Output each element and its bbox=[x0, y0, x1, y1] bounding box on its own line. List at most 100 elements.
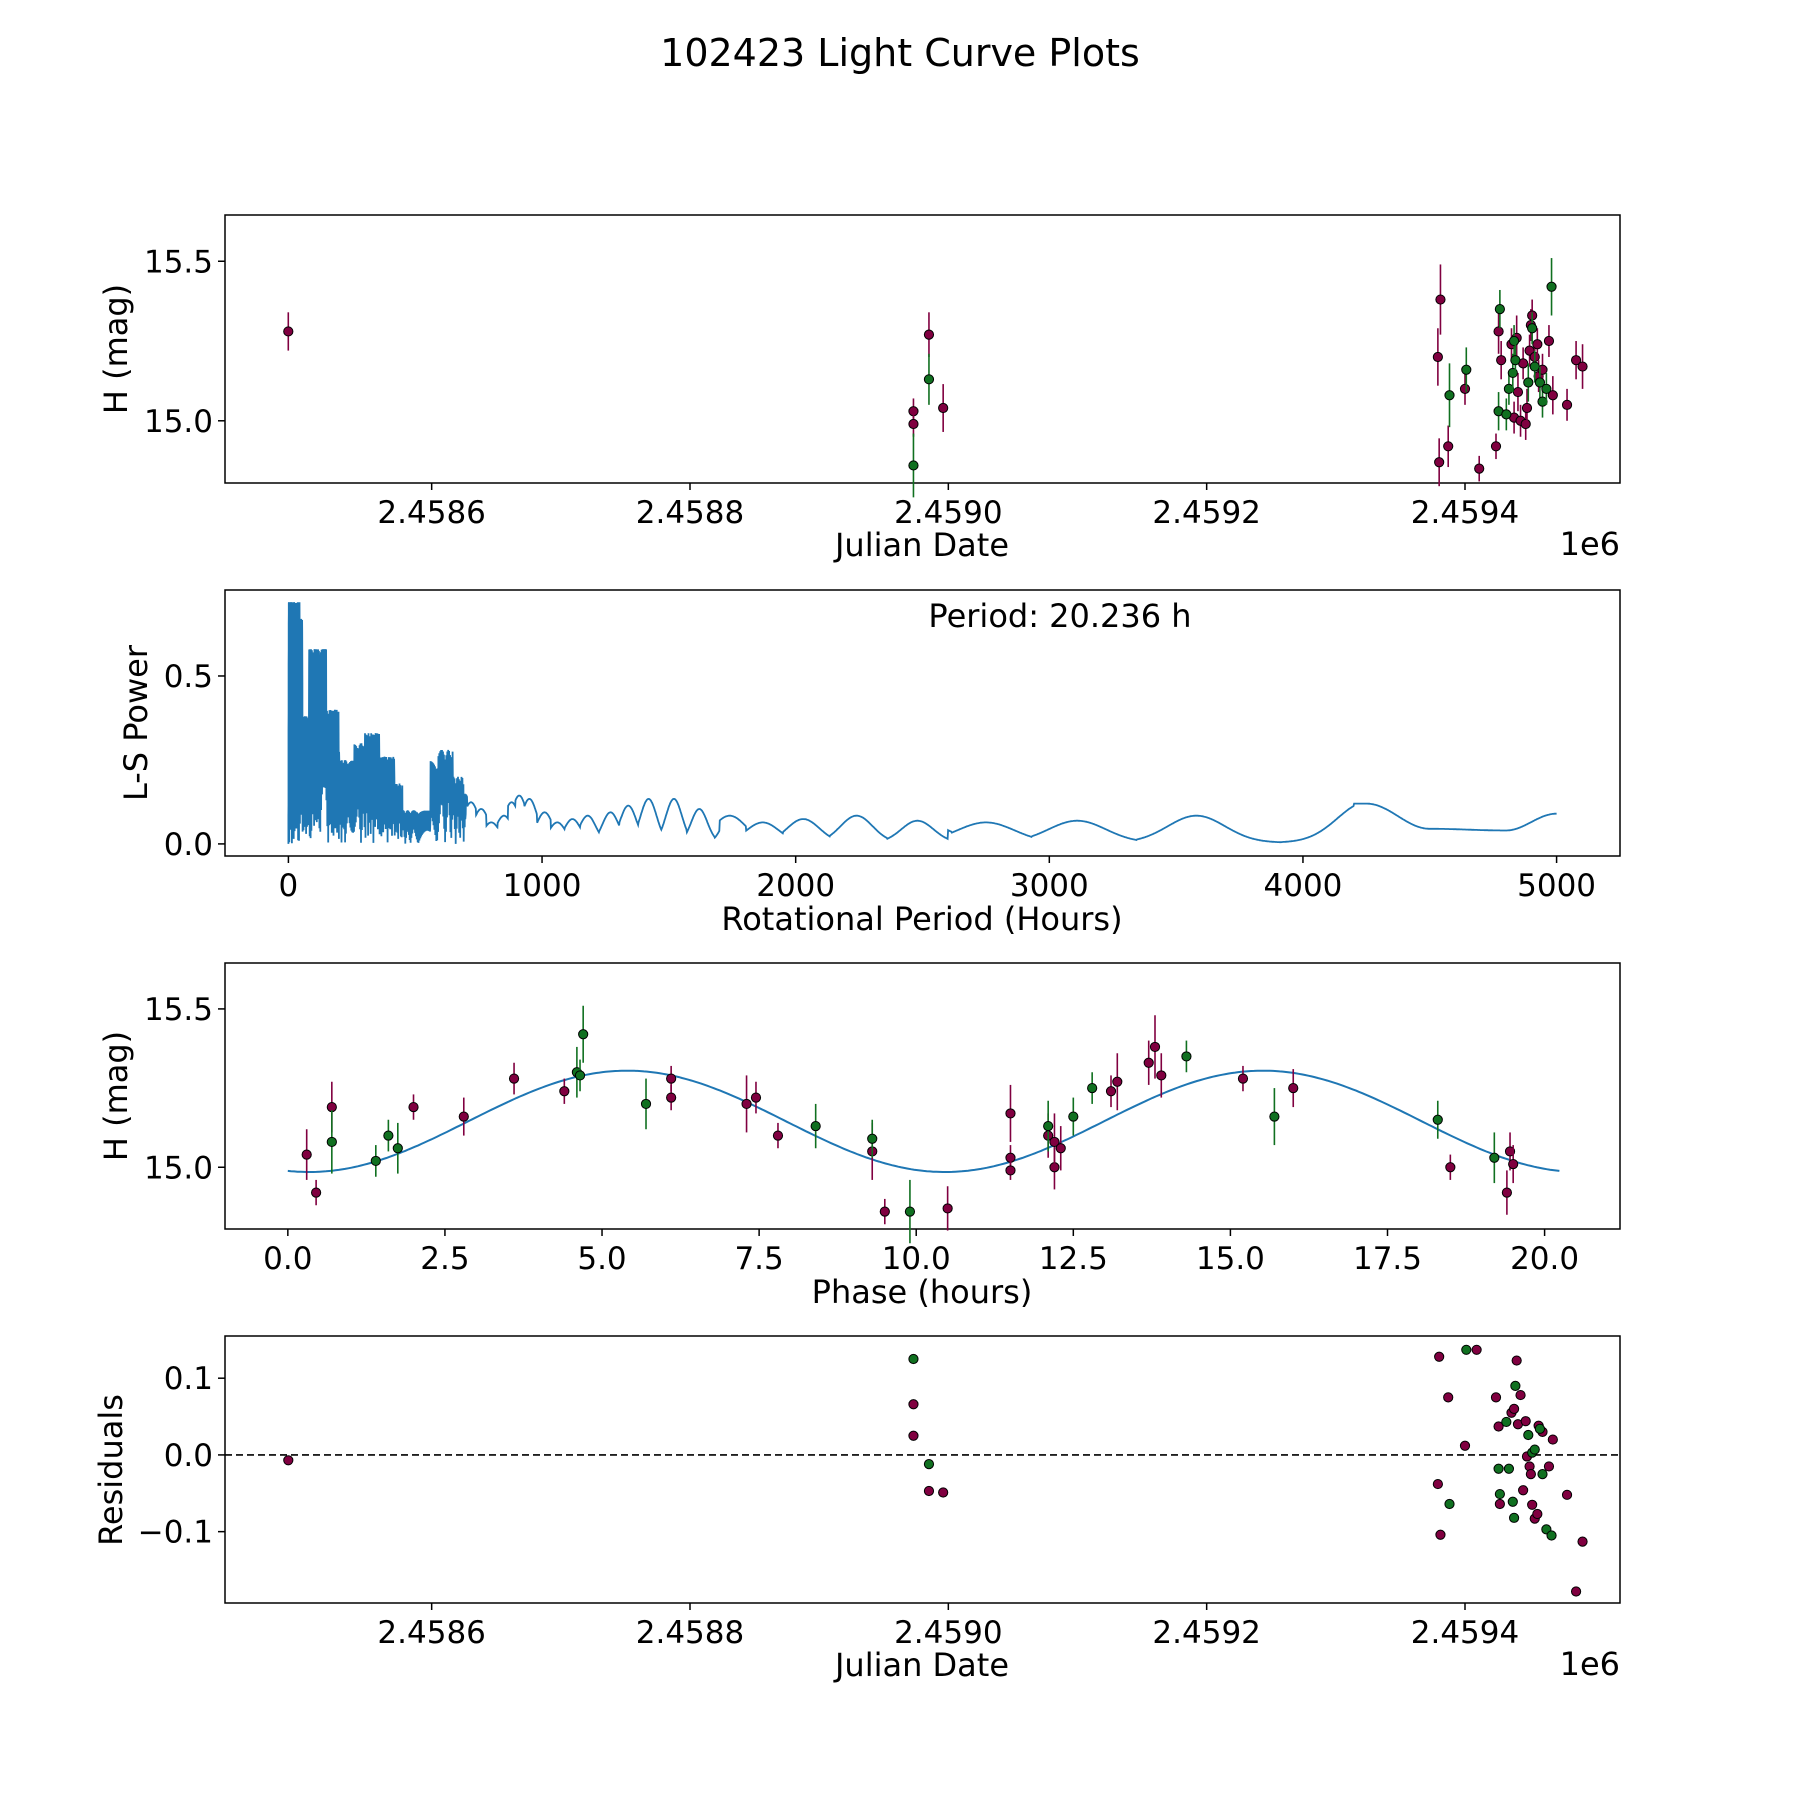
residuals-data-point bbox=[1510, 1380, 1521, 1391]
phased-data-point bbox=[640, 1098, 652, 1110]
lightcurve-data-point bbox=[1474, 463, 1485, 474]
phased-data-point bbox=[1432, 1114, 1443, 1125]
lightcurve-data-point bbox=[908, 418, 919, 430]
lightcurve-data-point bbox=[1570, 355, 1582, 366]
phased-data-point bbox=[1143, 1057, 1154, 1068]
phased-panel: 0.0 2.5 5.0 7.5 10.0 12.5 15.0 17.5 20.0 15.0 15.5… bbox=[97, 962, 1621, 1311]
residuals-data-point bbox=[1444, 1498, 1455, 1510]
periodogram-x-tick-label: 1000 bbox=[503, 868, 582, 904]
lightcurve-data-point bbox=[1494, 304, 1505, 315]
periodogram-x-tick-label: 3000 bbox=[1010, 868, 1089, 904]
lightcurve-data-point bbox=[283, 326, 294, 337]
residuals-data-point bbox=[1494, 1488, 1505, 1500]
phased-data-point bbox=[383, 1130, 394, 1141]
residuals-data-point bbox=[908, 1399, 919, 1410]
lightcurve-data-point bbox=[1520, 418, 1531, 430]
lightcurve-data-point bbox=[1443, 441, 1454, 452]
lightcurve-x-tick-label: 2.4590 bbox=[894, 495, 1002, 531]
residuals-data-point bbox=[1577, 1536, 1588, 1547]
lightcurve-data-point bbox=[1461, 364, 1472, 375]
lightcurve-data-point bbox=[1561, 399, 1573, 410]
residuals-data-point bbox=[1561, 1489, 1573, 1500]
residuals-data-point bbox=[1435, 1529, 1446, 1540]
lightcurve-data-point bbox=[1532, 339, 1543, 350]
phased-x-tick-label: 15.0 bbox=[1196, 1241, 1265, 1277]
phased-data-point bbox=[574, 1070, 586, 1081]
lightcurve-data-point bbox=[1493, 326, 1504, 337]
residuals-data-point bbox=[1503, 1463, 1515, 1474]
phased-ticks: 0.0 2.5 5.0 7.5 10.0 12.5 15.0 17.5 20.0 15.0 15.5 bbox=[144, 992, 1579, 1277]
figure-title: 102423 Light Curve Plots bbox=[660, 31, 1140, 75]
residuals-data-point bbox=[1523, 1429, 1534, 1441]
residuals-data-point bbox=[1529, 1444, 1540, 1455]
lightcurve-data-point bbox=[1521, 402, 1533, 414]
periodogram-y-axis-label: L-S Power bbox=[117, 644, 155, 801]
phased-data-point bbox=[1445, 1162, 1456, 1173]
periodogram-panel: 0 1000 2000 3000 4000 5000 0.0 0.5 Period: 20.2… bbox=[117, 589, 1621, 938]
phased-data-point bbox=[1156, 1070, 1167, 1081]
lightcurve-data-point bbox=[938, 402, 949, 414]
residuals-data-point bbox=[1461, 1344, 1472, 1355]
periodogram-y-tick-label: 0.0 bbox=[164, 827, 213, 863]
residuals-data-point bbox=[1520, 1416, 1531, 1427]
phased-x-tick-label: 20.0 bbox=[1510, 1241, 1579, 1277]
phased-data-point bbox=[1149, 1041, 1161, 1053]
phased-data-point bbox=[1043, 1120, 1054, 1132]
lightcurve-x-tick-label: 2.4588 bbox=[636, 495, 744, 531]
lightcurve-data-point bbox=[923, 329, 935, 340]
residuals-data-point bbox=[1508, 1403, 1520, 1414]
phased-data-point bbox=[1105, 1086, 1117, 1097]
residuals-x-tick-label: 2.4588 bbox=[636, 1615, 744, 1651]
lightcurve-data-point bbox=[1435, 294, 1446, 305]
phased-data-point bbox=[1005, 1108, 1016, 1119]
residuals-data-point bbox=[1471, 1344, 1482, 1355]
lightcurve-data-point bbox=[1459, 383, 1471, 394]
residuals-data-point bbox=[1490, 1392, 1502, 1403]
lightcurve-marks bbox=[283, 258, 1588, 498]
residuals-data-point bbox=[1511, 1355, 1522, 1366]
phased-x-axis-label: Phase (hours) bbox=[812, 1273, 1033, 1311]
phased-data-point bbox=[1504, 1146, 1516, 1157]
lightcurve-data-point bbox=[1444, 390, 1455, 401]
phased-x-tick-label: 2.5 bbox=[420, 1241, 469, 1277]
lightcurve-data-point bbox=[1529, 361, 1540, 372]
residuals-data-point bbox=[1508, 1512, 1520, 1523]
residuals-x-tick-label: 2.4590 bbox=[894, 1615, 1002, 1651]
lightcurve-data-point bbox=[923, 374, 935, 385]
lightcurve-y-axis-label: H (mag) bbox=[97, 284, 135, 414]
periodogram-annotation: Period: 20.236 h bbox=[928, 597, 1191, 635]
phased-y-tick-label: 15.5 bbox=[144, 992, 213, 1028]
residuals-data-point bbox=[1546, 1530, 1557, 1541]
phased-data-point bbox=[750, 1092, 762, 1103]
phased-x-tick-label: 7.5 bbox=[734, 1241, 783, 1277]
residuals-data-point bbox=[1527, 1499, 1538, 1510]
phased-x-tick-label: 17.5 bbox=[1353, 1241, 1422, 1277]
residuals-x-tick-label: 2.4586 bbox=[377, 1615, 485, 1651]
phased-data-point bbox=[1508, 1158, 1519, 1170]
residuals-data-point bbox=[1434, 1351, 1445, 1362]
phased-data-point bbox=[1237, 1073, 1249, 1084]
phased-x-tick-label: 0.0 bbox=[263, 1241, 312, 1277]
phased-data-point bbox=[311, 1187, 322, 1198]
phased-data-point bbox=[1112, 1076, 1123, 1087]
phased-data-point bbox=[1055, 1143, 1066, 1154]
phased-data-point bbox=[867, 1133, 878, 1144]
residuals-data-point bbox=[1515, 1389, 1526, 1401]
phased-data-point bbox=[1049, 1136, 1060, 1148]
phased-data-point bbox=[666, 1092, 677, 1103]
residuals-x-offset-label: 1e6 bbox=[1560, 1645, 1620, 1683]
residuals-data-point bbox=[1443, 1392, 1454, 1403]
lightcurve-panel: 2.4586 2.4588 2.4590 2.4592 2.4594 15.0 15.5 J… bbox=[97, 214, 1621, 564]
periodogram-y-tick-label: 0.5 bbox=[164, 659, 213, 695]
phased-data-point bbox=[326, 1136, 337, 1148]
phased-data-point bbox=[904, 1206, 916, 1217]
residuals-data-point bbox=[938, 1487, 949, 1498]
periodogram-x-tick-label: 0 bbox=[279, 868, 299, 904]
lightcurve-x-tick-label: 2.4592 bbox=[1152, 495, 1260, 531]
phased-y-axis-label: H (mag) bbox=[97, 1031, 135, 1161]
residuals-data-point bbox=[1459, 1440, 1471, 1451]
periodogram-ticks: 0 1000 2000 3000 4000 5000 0.0 0.5 bbox=[164, 659, 1596, 904]
phased-axes-frame bbox=[224, 962, 1621, 1230]
residuals-data-point bbox=[1432, 1478, 1443, 1490]
residuals-data-point bbox=[923, 1459, 935, 1470]
